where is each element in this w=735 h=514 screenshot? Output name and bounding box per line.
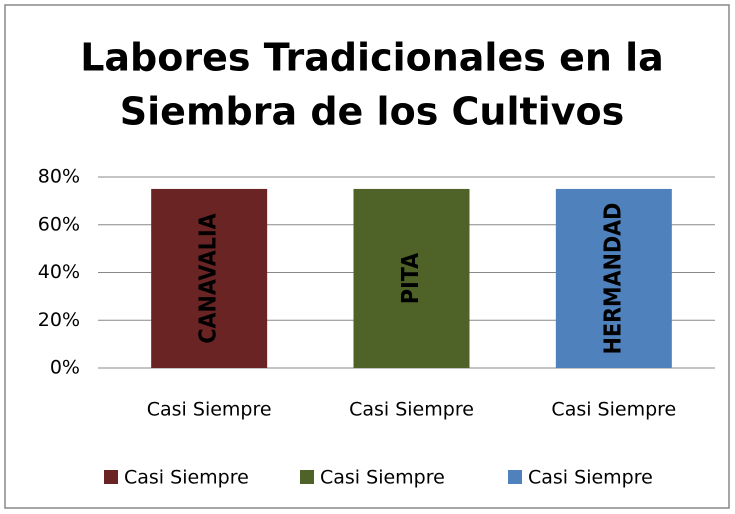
- chart-title: Labores Tradicionales en la: [80, 36, 664, 80]
- y-tick-label: 0%: [50, 357, 80, 379]
- bar: [151, 188, 268, 368]
- legend-label: Casi Siempre: [124, 467, 249, 489]
- y-tick-label: 20%: [38, 309, 80, 331]
- x-tick-label: Casi Siempre: [147, 399, 272, 421]
- y-tick-label: 80%: [38, 166, 80, 188]
- legend-swatch: [300, 470, 314, 484]
- x-tick-label: Casi Siempre: [349, 399, 474, 421]
- legend-swatch: [508, 470, 522, 484]
- y-tick-label: 40%: [38, 261, 80, 283]
- x-tick-label: Casi Siempre: [551, 399, 676, 421]
- y-tick-label: 60%: [38, 213, 80, 235]
- legend-swatch: [104, 470, 118, 484]
- bar-label: PITA: [398, 253, 424, 304]
- bar: [353, 188, 470, 368]
- bar-label: HERMANDAD: [600, 203, 626, 355]
- legend-label: Casi Siempre: [528, 467, 653, 489]
- bar: [555, 188, 672, 368]
- bar-label: CANAVALIA: [196, 213, 222, 343]
- legend-label: Casi Siempre: [320, 467, 445, 489]
- chart-title: Siembra de los Cultivos: [120, 90, 624, 134]
